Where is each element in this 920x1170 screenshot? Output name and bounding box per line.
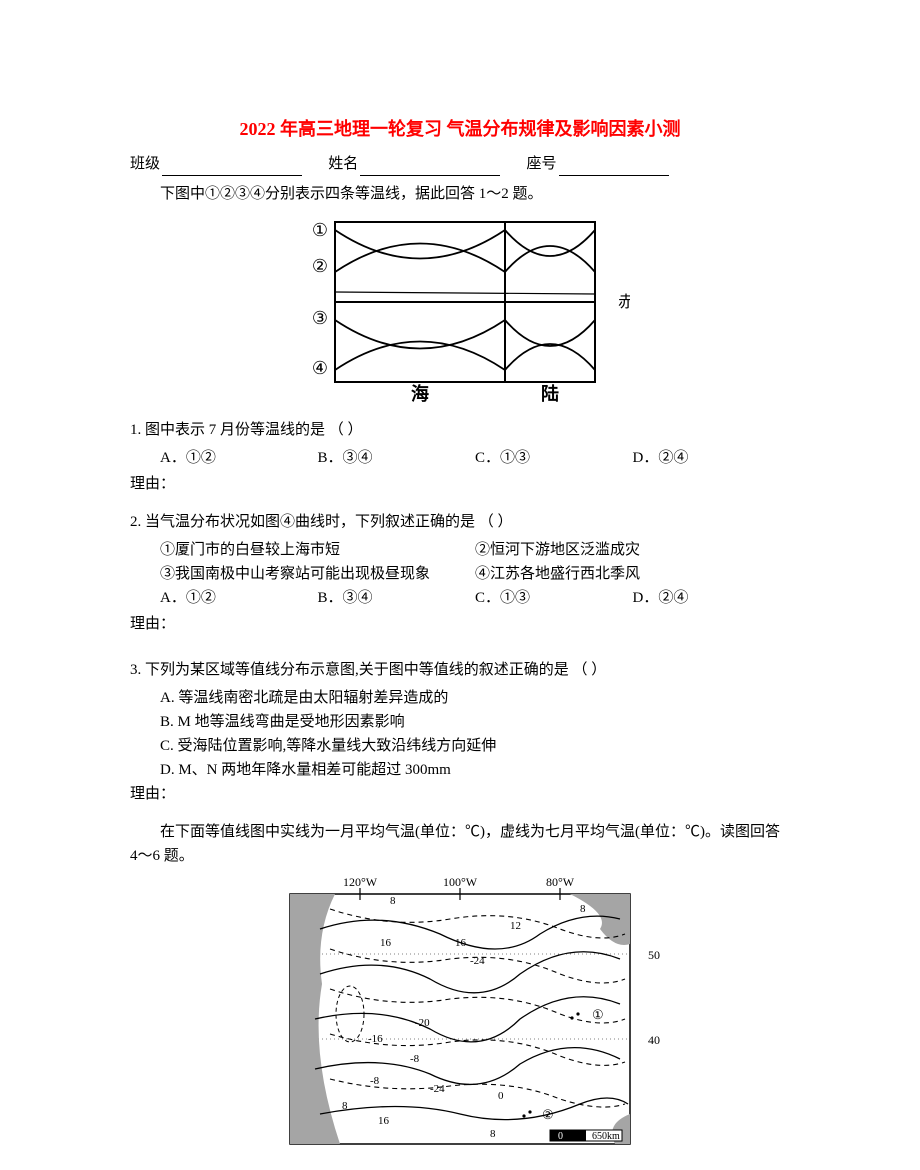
- student-info-line: 班级 姓名 座号: [130, 152, 790, 176]
- svg-text:-24: -24: [430, 1083, 445, 1095]
- name-label: 姓名: [328, 156, 358, 172]
- q1-reason: 理由：: [130, 472, 790, 496]
- q3-options: A. 等温线南密北疏是由太阳辐射差异造成的 B. M 地等温线弯曲是受地形因素影…: [130, 686, 790, 782]
- q2-s4: ④江苏各地盛行西北季风: [475, 562, 790, 586]
- q1-options: A．①② B．③④ C．①③ D．②④: [130, 446, 790, 470]
- q3-opt-c: C. 受海陆位置影响,等降水量线大致沿纬线方向延伸: [160, 734, 790, 758]
- q2-stem: 2. 当气温分布状况如图④曲线时，下列叙述正确的是 （ ）: [130, 510, 790, 534]
- seat-label: 座号: [527, 156, 557, 172]
- q2-options: A．①② B．③④ C．①③ D．②④: [130, 586, 790, 610]
- q3-opt-d: D. M、N 两地年降水量相差可能超过 300mm: [160, 758, 790, 782]
- svg-text:-16: -16: [368, 1033, 383, 1045]
- class-blank[interactable]: [162, 175, 302, 176]
- svg-text:100°W: 100°W: [443, 875, 478, 889]
- circled-4: ④: [312, 358, 328, 378]
- equator-label: 赤道: [618, 293, 630, 311]
- seat-blank[interactable]: [559, 175, 669, 176]
- svg-text:50°N: 50°N: [648, 948, 660, 962]
- q2-opt-d: D．②④: [633, 586, 791, 610]
- svg-text:-8: -8: [370, 1075, 380, 1087]
- class-label: 班级: [130, 156, 160, 172]
- page-title: 2022 年高三地理一轮复习 气温分布规律及影响因素小测: [130, 115, 790, 144]
- q2-s3: ③我国南极中山考察站可能出现极昼现象: [160, 562, 475, 586]
- q3-stem: 3. 下列为某区域等值线分布示意图,关于图中等值线的叙述正确的是 （ ）: [130, 658, 790, 682]
- svg-text:8: 8: [490, 1128, 496, 1140]
- q2-opt-a: A．①②: [160, 586, 318, 610]
- q1-opt-d: D．②④: [633, 446, 791, 470]
- svg-text:8: 8: [580, 903, 586, 915]
- circled-2: ②: [312, 256, 328, 276]
- diagram-2: 120°W 100°W 80°W 50°N 40°N 8 8 12 16 16 …: [130, 874, 790, 1162]
- intro-text-1: 下图中①②③④分别表示四条等温线，据此回答 1～2 题。: [130, 182, 790, 206]
- q3-opt-b: B. M 地等温线弯曲是受地形因素影响: [160, 710, 790, 734]
- q2-reason: 理由：: [130, 612, 790, 636]
- svg-text:120°W: 120°W: [343, 875, 378, 889]
- svg-text:0: 0: [558, 1131, 563, 1142]
- q2-opt-c: C．①③: [475, 586, 633, 610]
- svg-text:-20: -20: [415, 1017, 430, 1029]
- svg-text:16: 16: [380, 937, 392, 949]
- sea-label: 海: [411, 383, 429, 402]
- svg-text:12: 12: [510, 920, 521, 932]
- svg-text:8: 8: [342, 1100, 348, 1112]
- circled-3: ③: [312, 308, 328, 328]
- q3-reason: 理由：: [130, 782, 790, 806]
- svg-text:16: 16: [378, 1115, 390, 1127]
- svg-text:-24: -24: [470, 955, 485, 967]
- diagram-1: ① ② ③ ④ 海 陆 赤道: [130, 212, 790, 410]
- q2-sub-options: ①厦门市的白昼较上海市短 ②恒河下游地区泛滥成灾 ③我国南极中山考察站可能出现极…: [130, 538, 790, 586]
- q1-opt-c: C．①③: [475, 446, 633, 470]
- svg-text:16: 16: [455, 937, 467, 949]
- circled-1: ①: [312, 220, 328, 240]
- svg-text:0: 0: [498, 1090, 504, 1102]
- land-label: 陆: [541, 383, 559, 402]
- q1-opt-b: B．③④: [318, 446, 476, 470]
- q2-s2: ②恒河下游地区泛滥成灾: [475, 538, 790, 562]
- intro-text-4: 在下面等值线图中实线为一月平均气温(单位：℃)，虚线为七月平均气温(单位：℃)。…: [130, 820, 790, 868]
- q1-opt-a: A．①②: [160, 446, 318, 470]
- svg-text:650km: 650km: [592, 1131, 620, 1142]
- q2-opt-b: B．③④: [318, 586, 476, 610]
- q1-stem: 1. 图中表示 7 月份等温线的是 （ ）: [130, 418, 790, 442]
- q2-s1: ①厦门市的白昼较上海市短: [160, 538, 475, 562]
- name-blank[interactable]: [360, 175, 500, 176]
- svg-text:①: ①: [592, 1007, 604, 1022]
- svg-text:-8: -8: [410, 1053, 420, 1065]
- q3-opt-a: A. 等温线南密北疏是由太阳辐射差异造成的: [160, 686, 790, 710]
- svg-text:8: 8: [390, 895, 396, 907]
- svg-text:80°W: 80°W: [546, 875, 575, 889]
- svg-text:②: ②: [542, 1107, 554, 1122]
- svg-text:40°N: 40°N: [648, 1033, 660, 1047]
